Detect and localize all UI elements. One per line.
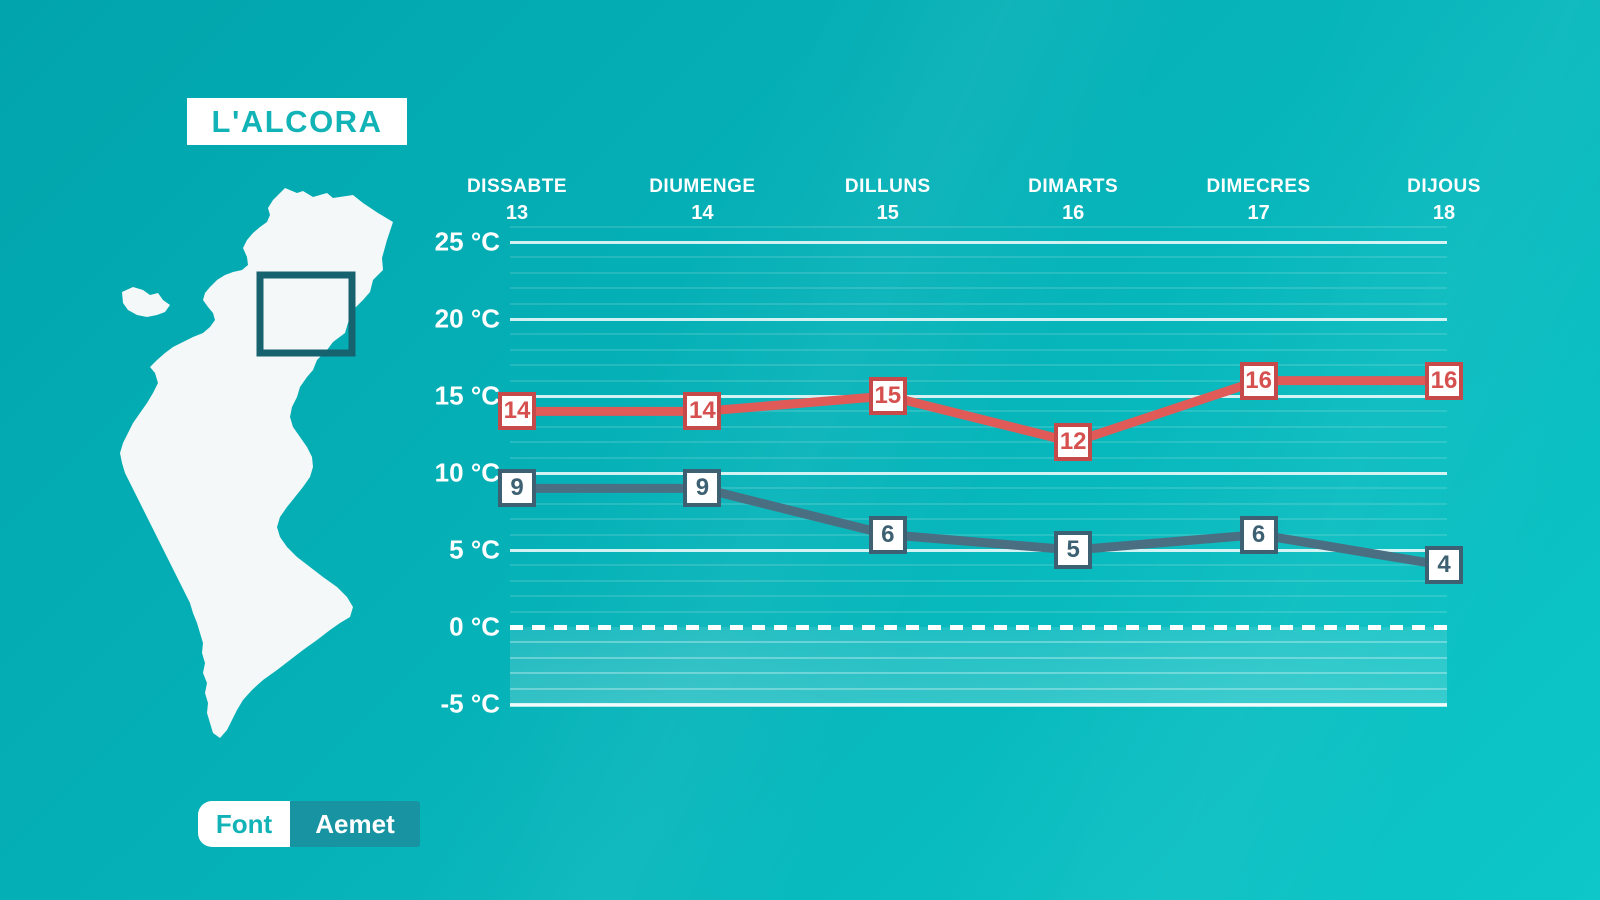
minor-gridline — [510, 579, 1447, 582]
y-axis-tick: 5 °C — [449, 534, 500, 565]
day-name: DIMECRES — [1206, 176, 1311, 197]
page-title-box: L'ALCORA — [187, 98, 407, 145]
min-temperature-value-box: 6 — [868, 515, 907, 554]
day-name: DIJOUS — [1407, 176, 1481, 197]
day-name: DIUMENGE — [649, 176, 756, 197]
temperature-chart: 25 °C 20 °C 15 °C 10 °C 5 °C 0 °C -5 °C DISSABT… — [435, 176, 1481, 719]
minor-gridline — [510, 610, 1447, 613]
minor-gridline — [510, 502, 1447, 505]
x-axis-day-label: DIUMENGE 14 — [649, 176, 755, 225]
minor-gridline — [510, 271, 1447, 274]
major-gridline — [510, 703, 1447, 706]
day-date: 15 — [876, 202, 899, 224]
zero-gridline — [510, 625, 1447, 630]
major-gridline — [510, 241, 1447, 244]
minor-gridline — [510, 302, 1447, 305]
min-temperature-line — [517, 483, 1445, 570]
max-temperature-value-box: 12 — [1054, 423, 1093, 462]
major-gridline — [510, 395, 1447, 398]
min-temperature-value-box: 9 — [683, 469, 722, 508]
day-date: 16 — [1062, 202, 1085, 224]
y-axis-tick: 20 °C — [434, 303, 500, 334]
page-title: L'ALCORA — [211, 103, 383, 139]
minor-gridline — [510, 518, 1447, 521]
temperature-lines — [517, 376, 1445, 570]
min-temperature-value-box: 9 — [498, 469, 536, 508]
day-name: DIMARTS — [1028, 176, 1119, 197]
minor-gridline — [510, 333, 1447, 336]
minor-gridline — [510, 564, 1447, 567]
max-temperature-value-box: 15 — [868, 377, 907, 415]
x-axis-day-label: DILLUNS 15 — [845, 176, 931, 225]
max-temperature-value-box: 16 — [1239, 361, 1278, 400]
x-axis-day-label: DISSABTE 13 — [467, 176, 567, 225]
max-temperature-value-box: 14 — [683, 392, 722, 431]
minor-gridline — [510, 348, 1447, 351]
major-gridline — [510, 472, 1447, 475]
day-date: 13 — [505, 202, 529, 224]
minor-gridline — [510, 672, 1447, 675]
x-axis-day-label: DIMARTS 16 — [1028, 176, 1118, 225]
minor-gridline — [510, 656, 1447, 659]
day-date: 17 — [1247, 202, 1270, 224]
source-badge: Font Aemet — [198, 801, 420, 847]
major-gridline — [510, 318, 1447, 321]
minor-gridline — [510, 441, 1447, 444]
day-name: DISSABTE — [466, 176, 568, 197]
day-date: 18 — [1432, 202, 1456, 224]
y-axis-tick: 10 °C — [434, 457, 500, 488]
minor-gridline — [510, 256, 1447, 259]
max-temperature-value-box: 14 — [498, 392, 536, 431]
x-axis-day-label: DIMECRES 17 — [1206, 176, 1310, 225]
minor-gridline — [510, 425, 1447, 428]
major-gridline — [510, 549, 1447, 552]
minor-gridline — [510, 641, 1447, 644]
region-silhouette — [120, 188, 393, 738]
minor-gridline — [510, 456, 1447, 459]
source-label: Font — [198, 801, 290, 847]
day-date: 14 — [691, 202, 714, 224]
min-temperature-value-box: 4 — [1425, 546, 1463, 585]
minor-gridline — [510, 379, 1447, 382]
minor-gridline — [510, 687, 1447, 690]
x-axis-day-label: DIJOUS 18 — [1407, 176, 1481, 225]
day-name: DILLUNS — [844, 176, 931, 197]
y-axis-tick: 25 °C — [434, 226, 500, 257]
minor-gridline — [510, 225, 1447, 228]
max-temperature-value-box: 16 — [1425, 361, 1463, 400]
region-exclave — [122, 287, 170, 317]
map-highlight-square — [256, 271, 356, 357]
minor-gridline — [510, 364, 1447, 367]
max-temperature-line — [517, 376, 1444, 447]
y-axis-tick: 0 °C — [449, 611, 500, 642]
minor-gridline — [510, 533, 1447, 536]
y-axis-tick: 15 °C — [434, 380, 500, 411]
source-value: Aemet — [290, 801, 420, 847]
minor-gridline — [510, 487, 1447, 490]
minor-gridline — [510, 287, 1447, 290]
region-map — [120, 188, 393, 738]
y-axis-tick: -5 °C — [440, 688, 500, 719]
min-temperature-value-box: 6 — [1239, 515, 1278, 554]
minor-gridline — [510, 410, 1447, 413]
min-temperature-value-box: 5 — [1054, 531, 1093, 569]
minor-gridline — [510, 595, 1447, 598]
